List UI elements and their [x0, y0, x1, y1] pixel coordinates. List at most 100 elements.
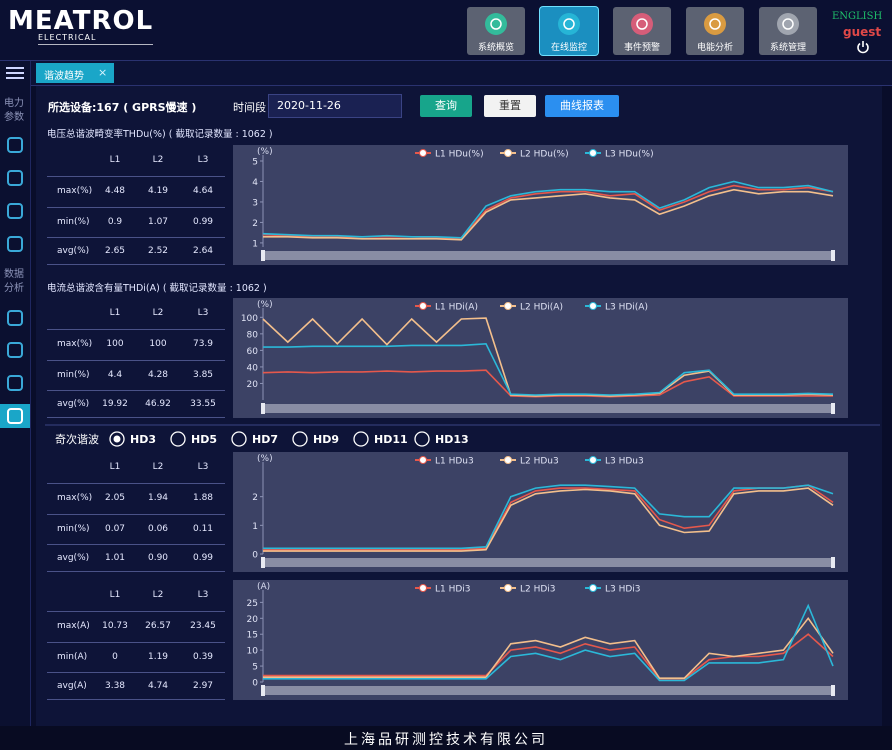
y-tick-label: 1 — [252, 522, 258, 532]
table-header: L2 — [152, 308, 164, 318]
y-axis-label: (%) — [257, 300, 273, 310]
radio-dot — [113, 435, 121, 443]
scroll-handle[interactable] — [261, 403, 265, 414]
table-cell: 0.99 — [192, 553, 214, 563]
scroll-handle[interactable] — [831, 250, 835, 261]
nav-icon-circle — [631, 13, 653, 35]
power-arc — [857, 42, 869, 54]
stats-table: L1 L2 L3 max(%) 2.05 1.94 1.88 min(%) 0.07 0.06 0.… — [47, 452, 225, 572]
harmonic-label: 奇次谐波 — [55, 433, 99, 446]
table-header: L3 — [197, 155, 209, 165]
table-cell: 2.64 — [192, 246, 214, 256]
table-rule — [47, 571, 225, 572]
scroll-handle[interactable] — [261, 557, 265, 568]
date-input[interactable]: 2020-11-26 — [268, 94, 402, 118]
row-label: max(%) — [57, 339, 93, 349]
series-line — [263, 487, 834, 552]
power-icon[interactable] — [856, 40, 870, 54]
radio-label[interactable]: HD7 — [252, 433, 278, 446]
sidebar-icon — [7, 408, 23, 424]
y-tick-label: 2 — [252, 219, 258, 229]
y-tick-label: 5 — [252, 663, 258, 673]
scrollbar[interactable] — [263, 251, 833, 260]
table-header: L1 — [109, 462, 121, 472]
scrollbar[interactable] — [263, 558, 833, 567]
menu-bar — [6, 77, 24, 79]
table-cell: 4.74 — [147, 681, 169, 691]
row-label: avg(A) — [57, 681, 87, 691]
nav-button[interactable]: 系统概览 — [467, 7, 525, 55]
toolbar-button[interactable]: 查询 — [420, 95, 472, 117]
scrollbar[interactable] — [263, 686, 833, 695]
radio-label[interactable]: HD5 — [191, 433, 217, 446]
table-header: L2 — [152, 155, 164, 165]
nav-label: 事件预警 — [623, 43, 660, 53]
scrollbar[interactable] — [263, 404, 833, 413]
radio-label[interactable]: HD9 — [313, 433, 339, 446]
radio[interactable] — [231, 431, 247, 447]
menu-icon[interactable] — [6, 66, 24, 80]
nav-button[interactable]: 在线监控 — [540, 7, 598, 55]
radio[interactable] — [353, 431, 369, 447]
scroll-handle[interactable] — [261, 250, 265, 261]
y-tick-label: 25 — [247, 599, 258, 609]
tab[interactable]: 谐波趋势 × — [36, 63, 114, 83]
sidebar-label: 电力参数 — [4, 98, 24, 123]
legend-marker — [504, 456, 512, 464]
radio[interactable] — [170, 431, 186, 447]
language-switch[interactable]: ENGLISH — [832, 11, 883, 22]
table-rule — [47, 514, 225, 515]
scroll-handle[interactable] — [831, 557, 835, 568]
legend-marker — [419, 584, 427, 592]
nav-button[interactable]: 电能分析 — [686, 7, 744, 55]
trend-chart: (%) 1 2 3 4 5 L1 HDu(%) L2 HDu(%) L3 HDu(%) — [233, 145, 848, 265]
y-tick-label: 1 — [252, 239, 258, 249]
logo-sub: ELECTRICAL — [38, 33, 97, 42]
table-cell: 33.55 — [190, 399, 216, 409]
row-label: min(%) — [57, 524, 90, 534]
table-rule — [47, 544, 225, 545]
y-axis-label: (%) — [257, 454, 273, 464]
radio-label[interactable]: HD11 — [374, 433, 408, 446]
legend-marker — [589, 456, 597, 464]
menu-bar — [6, 67, 24, 69]
sidebar-icon — [7, 375, 23, 391]
toolbar-button[interactable]: 重置 — [484, 95, 536, 117]
y-tick-label: 15 — [247, 631, 258, 641]
legend-label: L1 HDi(A) — [435, 303, 478, 313]
y-tick-label: 0 — [252, 551, 258, 561]
table-cell: 1.07 — [147, 217, 169, 227]
tab-close[interactable]: × — [98, 66, 108, 79]
radio[interactable] — [414, 431, 430, 447]
footer-text: 上海品研测控技术有限公司 — [344, 732, 548, 748]
table-cell: 100 — [106, 339, 124, 349]
nav-icon-inner — [782, 18, 794, 30]
nav-button[interactable]: 事件预警 — [613, 7, 671, 55]
plot-background — [233, 452, 848, 572]
table-cell: 10.73 — [102, 621, 128, 631]
table-header: L1 — [109, 308, 121, 318]
radio-label[interactable]: HD13 — [435, 433, 469, 446]
radio[interactable] — [109, 431, 125, 447]
legend-marker — [419, 149, 427, 157]
scroll-handle[interactable] — [831, 685, 835, 696]
sidebar-icon — [7, 342, 23, 358]
scroll-handle[interactable] — [261, 685, 265, 696]
legend-marker — [589, 584, 597, 592]
radio-label[interactable]: HD3 — [130, 433, 156, 446]
legend-label: L2 HDi3 — [520, 585, 556, 595]
table-header: L1 — [109, 590, 121, 600]
nav-button[interactable]: 系统管理 — [759, 7, 817, 55]
table-cell: 1.19 — [147, 652, 169, 662]
stats-table: L1 L2 L3 max(%) 100 100 73.9 min(%) 4.4 4.28 3.85 a… — [47, 298, 225, 418]
table-cell: 2.97 — [192, 681, 214, 691]
scroll-handle[interactable] — [831, 403, 835, 414]
tab-label: 谐波趋势 — [44, 71, 84, 82]
nav-icon-inner — [563, 18, 575, 30]
toolbar-button[interactable]: 曲线报表 — [545, 95, 619, 117]
row-label: max(A) — [57, 621, 90, 631]
table-cell: 4.19 — [147, 186, 169, 196]
radio[interactable] — [292, 431, 308, 447]
row-label: avg(%) — [57, 553, 90, 563]
